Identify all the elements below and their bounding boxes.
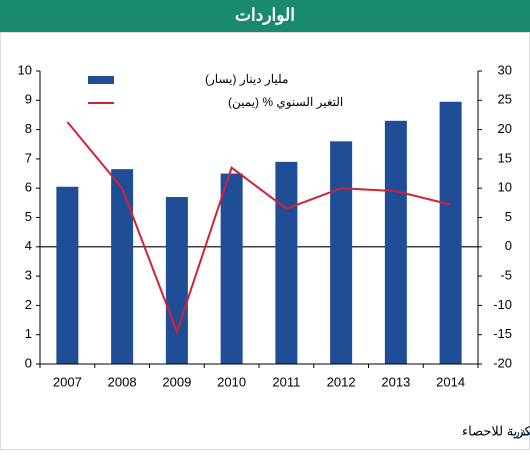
header-bar: [0, 0, 530, 32]
y-tick-label: 5: [25, 209, 32, 224]
x-tick-label: 2007: [53, 374, 82, 389]
y2-tick-label: 30: [498, 62, 512, 77]
bar: [384, 120, 407, 364]
legend-label: التغير السنوي % (يمين): [228, 95, 343, 109]
x-tick-label: 2008: [108, 374, 137, 389]
y2-tick-label: -5: [500, 268, 512, 283]
y2-tick-label: 25: [498, 92, 512, 107]
y-tick-label: 9: [25, 92, 32, 107]
chart-title: الواردات: [235, 5, 295, 25]
y-tick-label: 10: [18, 62, 32, 77]
y2-tick-label: 5: [505, 209, 512, 224]
source-text: الادارة المركزية للاحصاء: [462, 423, 530, 439]
y-tick-label: 0: [25, 355, 32, 370]
y2-tick-label: 0: [505, 238, 512, 253]
legend-label: مليار دينار (يسار): [205, 72, 288, 86]
y-tick-label: 4: [25, 238, 32, 253]
bar: [275, 161, 298, 364]
y-tick-label: 6: [25, 180, 32, 195]
line: [66, 121, 451, 335]
y2-tick-label: 20: [498, 121, 512, 136]
y-tick-label: 2: [25, 297, 32, 312]
bar: [330, 141, 353, 364]
y2-tick-label: -15: [493, 326, 512, 341]
bar: [111, 169, 134, 364]
x-tick-label: 2014: [436, 374, 465, 389]
y2-tick-label: 15: [498, 150, 512, 165]
legend-swatch: [88, 76, 114, 84]
x-tick-label: 2009: [162, 374, 191, 389]
bar: [165, 196, 188, 364]
x-tick-label: 2012: [327, 374, 356, 389]
source-label: المصدر:: [510, 423, 530, 439]
x-tick-label: 2013: [381, 374, 410, 389]
bar: [56, 186, 79, 364]
y2-tick-label: 10: [498, 180, 512, 195]
y2-tick-label: -20: [493, 355, 512, 370]
y-tick-label: 3: [25, 268, 32, 283]
x-tick-label: 2011: [272, 374, 300, 389]
y-tick-label: 1: [25, 326, 32, 341]
x-tick-label: 2010: [217, 374, 246, 389]
bar: [220, 173, 243, 364]
y-tick-label: 8: [25, 121, 32, 136]
y-tick-label: 7: [25, 150, 32, 165]
bar: [439, 101, 462, 364]
y2-tick-label: -10: [493, 297, 512, 312]
